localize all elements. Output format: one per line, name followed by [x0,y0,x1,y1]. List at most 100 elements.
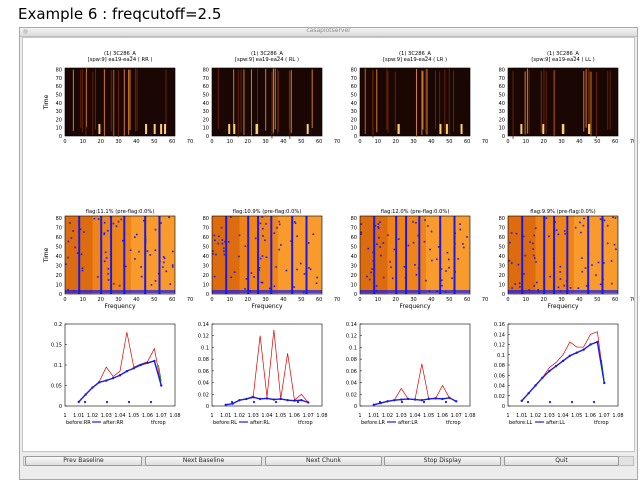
y-tick-label: 80 [203,68,209,74]
flag-marker [230,400,234,404]
quit-button[interactable]: Quit [504,456,619,466]
flagged-point [545,217,548,219]
x-tick-label: 1 [358,413,361,419]
bright-spot [98,124,101,134]
y-tick-label: 20 [56,273,62,279]
next-baseline-button[interactable]: Next Baseline [145,456,262,466]
y-tick-label: 40 [203,101,209,107]
flagged-point [150,284,153,286]
x-tick-label: 10 [80,297,86,303]
flagged-point [299,262,302,265]
flagged-point [154,249,157,252]
flagged-point [522,235,525,238]
flagged-point [549,275,551,278]
flagged-point [403,265,406,268]
flagged-point [213,275,216,278]
flagged-point [511,287,513,289]
y-tick-label: 10 [499,126,505,132]
x-tick-label: 1 [210,413,213,419]
flagged-point [407,244,410,247]
channel-streak [394,71,396,131]
flagged-point [144,241,147,244]
flagged-point [532,242,534,245]
flagged-point [144,236,147,238]
flagged-point [244,245,247,247]
flag-marker [83,400,87,404]
channel-streak [588,71,590,133]
flagged-point [160,222,162,224]
flagged-point [457,258,459,260]
flagged-channel [144,216,147,294]
x-tick-label: 1.08 [612,413,623,419]
flagged-point [308,267,310,269]
next-chunk-button[interactable]: Next Chunk [265,456,382,466]
flagged-point [431,259,433,262]
flagged-point [214,239,216,242]
flagged-point [278,248,281,251]
panel-subtitle: [spw:9] ea19-ea24 ( LR ) [383,57,447,63]
channel-streak [274,68,276,130]
flagged-point [261,216,264,218]
panel-title: (1) 3C286_A [399,51,431,57]
y-tick-label: 0.06 [198,369,209,375]
flagged-point [454,242,456,245]
x-axis-label: Frequency [400,303,431,310]
panel-subtitle: [spw:9] ea19-ea24 ( RL ) [235,57,299,63]
flagged-point [140,266,142,268]
flag-marker [105,400,109,404]
x-tick-label: 70 [334,139,340,145]
channel-streak [585,69,587,128]
flagged-point [70,237,73,239]
x-tick-label: 1.01 [368,413,379,419]
flagged-point [436,258,438,261]
flagged-point [265,223,267,225]
prev-baseline-button[interactable]: Prev Baseline [25,456,142,466]
flagged-point [565,280,568,282]
y-tick-label: 10 [499,282,505,288]
y-tick-label: 20 [499,117,505,123]
flagged-point [514,283,517,285]
y-tick-label: 0.14 [494,332,505,338]
flagged-point [112,222,115,225]
y-tick-label: 0 [354,404,357,410]
flagged-channel [566,216,569,294]
flagged-point [171,266,174,268]
channel-streak [265,68,267,131]
flag-marker [252,400,256,404]
flagged-point [223,250,225,253]
x-tick-label: 20 [541,297,547,303]
y-tick-label: 30 [351,263,357,269]
x-tick-label: 1.01 [516,413,527,419]
channel-streak [129,69,131,131]
flagged-point [440,268,443,270]
flag-marker [444,400,448,404]
flagged-point [309,268,312,271]
y-tick-label: 0.02 [346,392,357,398]
x-tick-label: 0 [358,139,361,145]
stop-display-button[interactable]: Stop Display [384,456,501,466]
channel-streak [165,69,167,133]
flagged-point [81,267,84,270]
y-tick-label: 0 [354,292,357,298]
flagged-point [462,243,464,245]
channel-streak [123,69,125,136]
y-tick-label: 0.1 [201,345,209,351]
close-icon[interactable] [23,29,28,34]
flagged-point [518,282,521,285]
channel-streak [421,70,423,135]
flagged-row [212,290,322,293]
window-titlebar[interactable]: casaplotserver [20,27,637,37]
flagged-point [285,269,288,272]
flagged-point [606,224,609,227]
x-tick-label: 1.07 [451,413,462,419]
flagged-point [97,218,100,220]
x-tick-label: 30 [115,139,121,145]
flagged-point [83,231,85,233]
flagged-point [293,286,296,288]
flagged-point [582,224,585,227]
y-tick-label: 0.05 [51,384,62,390]
x-tick-label: 50 [594,139,600,145]
flagged-point [533,234,535,237]
legend-before: before:LR [361,420,386,426]
flagged-point [466,236,468,238]
